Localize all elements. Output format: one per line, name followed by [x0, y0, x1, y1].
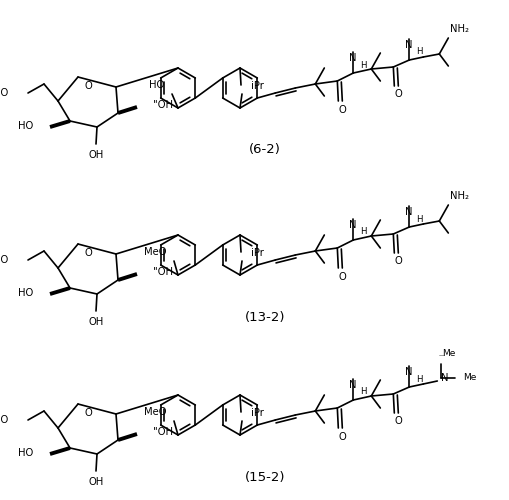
Text: N: N [348, 53, 355, 63]
Text: "OH: "OH [153, 427, 173, 437]
Text: NH₂: NH₂ [449, 24, 468, 34]
Text: N: N [404, 207, 411, 217]
Text: HO: HO [18, 448, 33, 458]
Text: NH₂: NH₂ [449, 191, 468, 201]
Text: O: O [338, 272, 346, 282]
Text: H: H [359, 388, 366, 396]
Text: OH: OH [88, 477, 103, 487]
Text: H: H [415, 214, 422, 224]
Text: HO: HO [0, 415, 8, 425]
Text: —: — [438, 354, 443, 358]
Text: iPr: iPr [250, 248, 263, 258]
Text: "OH: "OH [153, 267, 173, 277]
Text: iPr: iPr [250, 81, 263, 91]
Text: O: O [393, 89, 402, 99]
Text: "OH: "OH [153, 100, 173, 110]
Text: MeO: MeO [144, 407, 166, 417]
Text: O: O [393, 256, 402, 266]
Text: (13-2): (13-2) [244, 310, 285, 324]
Text: Me: Me [441, 350, 455, 358]
Text: HO: HO [149, 80, 164, 90]
Text: H: H [359, 60, 366, 70]
Text: HO: HO [0, 88, 8, 98]
Text: N: N [348, 220, 355, 230]
Text: (6-2): (6-2) [248, 144, 280, 156]
Text: H: H [415, 374, 422, 384]
Text: iPr: iPr [250, 408, 263, 418]
Text: HO: HO [0, 255, 8, 265]
Text: O: O [338, 105, 346, 115]
Text: N: N [440, 373, 448, 383]
Text: OH: OH [88, 317, 103, 327]
Text: MeO: MeO [144, 247, 166, 257]
Text: O: O [84, 408, 92, 418]
Text: O: O [338, 432, 346, 442]
Text: HO: HO [18, 121, 33, 131]
Text: N: N [348, 380, 355, 390]
Text: (15-2): (15-2) [244, 470, 285, 484]
Text: HO: HO [18, 288, 33, 298]
Text: Me: Me [462, 374, 476, 382]
Text: O: O [84, 81, 92, 91]
Text: H: H [359, 228, 366, 236]
Text: H: H [415, 48, 422, 56]
Text: N: N [404, 367, 411, 377]
Text: O: O [393, 416, 402, 426]
Text: N: N [404, 40, 411, 50]
Text: O: O [84, 248, 92, 258]
Text: OH: OH [88, 150, 103, 160]
